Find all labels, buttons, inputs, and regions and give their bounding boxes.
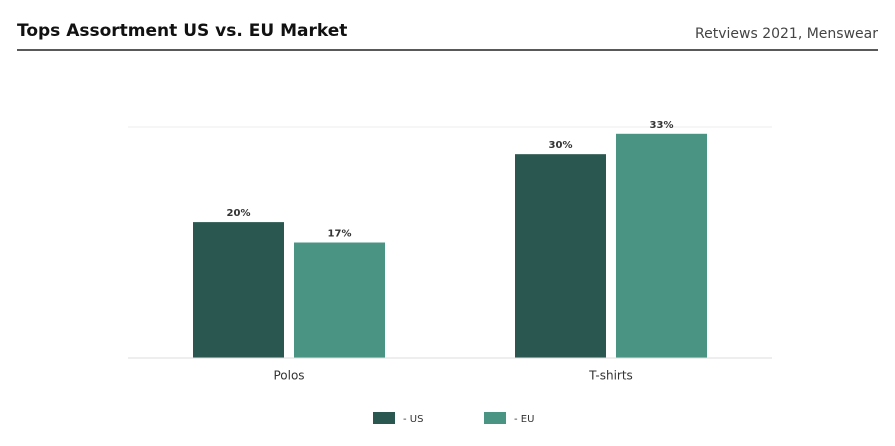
legend-swatch: [484, 412, 506, 424]
legend-label: - EU: [514, 414, 534, 425]
value-label: 30%: [549, 140, 573, 151]
value-label: 33%: [650, 120, 674, 131]
x-tick-label: T-shirts: [588, 369, 633, 383]
chart-title: Tops Assortment US vs. EU Market: [17, 21, 347, 41]
bar: [193, 222, 284, 358]
bar: [616, 133, 707, 358]
chart-subtitle: Retviews 2021, Menswear: [695, 26, 878, 42]
bar: [294, 242, 385, 358]
legend-swatch: [373, 412, 395, 424]
value-label: 17%: [328, 229, 352, 240]
x-tick-label: Polos: [273, 369, 304, 383]
value-label: 20%: [227, 208, 251, 219]
legend-label: - US: [403, 414, 423, 425]
bar: [515, 154, 606, 358]
